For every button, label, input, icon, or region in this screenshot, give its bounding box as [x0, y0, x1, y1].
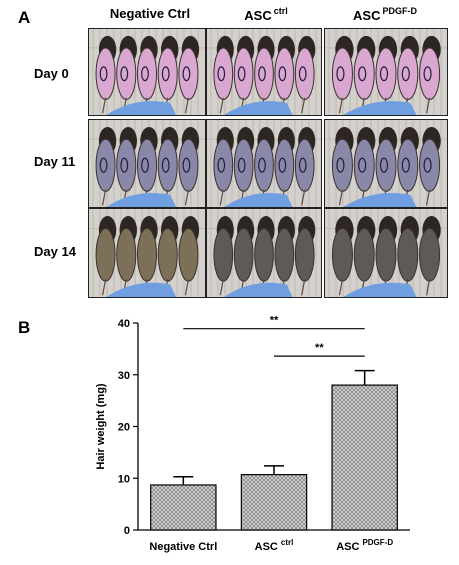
- column-header-negative-ctrl: Negative Ctrl: [92, 6, 208, 21]
- row-label-day-0: Day 0: [34, 66, 69, 81]
- photo-day-14-negative-ctrl: [88, 208, 206, 298]
- x-tick-label-0: Negative Ctrl: [149, 541, 217, 553]
- y-tick-label: 10: [118, 473, 130, 485]
- photo-day-11-negative-ctrl: [88, 119, 206, 208]
- photo-day-11-asc-pdgf-d: [324, 119, 448, 208]
- panel-a-label: A: [18, 8, 31, 27]
- y-tick-label: 30: [118, 370, 130, 382]
- bar-2: [331, 384, 398, 531]
- significance-mark-1: **: [315, 342, 324, 354]
- column-header-asc-pdgf-d: ASC PDGF-D: [325, 6, 445, 23]
- column-header-asc-ctrl: ASC ctrl: [208, 6, 324, 23]
- photo-day-0-asc-ctrl: [206, 28, 322, 116]
- x-tick-label-2: ASC PDGF-D: [336, 538, 393, 553]
- significance-mark-0: **: [270, 315, 279, 327]
- column-header-negative-ctrl-text: Negative Ctrl: [109, 6, 191, 21]
- photo-day-14-asc-ctrl: [206, 208, 322, 298]
- column-header-asc-ctrl-sup: ctrl: [273, 6, 288, 16]
- y-tick-label: 20: [118, 422, 130, 434]
- hair-weight-bar-chart: 0 10 20 30 40 Hair weight (mg) Negative Ctrl AS…: [95, 315, 410, 553]
- row-label-day-11: Day 11: [34, 154, 76, 169]
- photo-day-14-asc-pdgf-d: [324, 208, 448, 298]
- photo-day-0-negative-ctrl: [88, 28, 206, 116]
- y-axis-label: Hair weight (mg): [95, 383, 107, 470]
- bar-1: [240, 474, 308, 531]
- column-header-asc-pdgf-d-text: ASC: [353, 8, 381, 23]
- column-header-asc-ctrl-text: ASC: [244, 8, 272, 23]
- column-header-asc-pdgf-d-sup: PDGF-D: [382, 6, 417, 16]
- row-label-day-14: Day 14: [34, 244, 76, 259]
- x-tick-label-1: ASC ctrl: [255, 538, 294, 553]
- panel-b-label: B: [18, 318, 31, 337]
- y-tick-label: 0: [124, 525, 130, 537]
- photo-day-0-asc-pdgf-d: [324, 28, 448, 116]
- y-tick-label: 40: [118, 318, 130, 330]
- photo-day-11-asc-ctrl: [206, 119, 322, 208]
- bar-0: [150, 484, 217, 531]
